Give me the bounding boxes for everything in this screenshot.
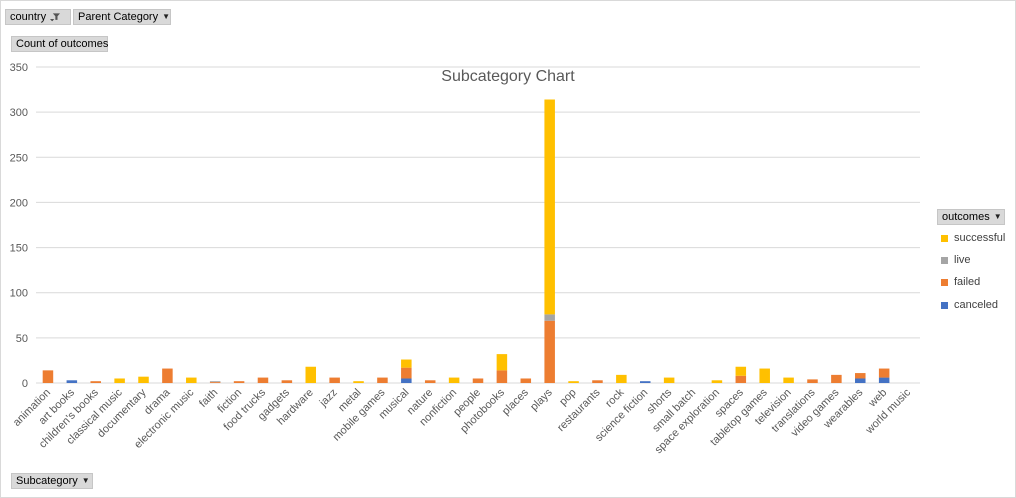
bar-failed: [424, 380, 436, 383]
bar-failed: [377, 377, 388, 383]
legend-item-successful: successful: [941, 232, 1005, 244]
values-field-button[interactable]: Count of outcomes: [11, 36, 108, 52]
bar-successful: [353, 381, 364, 383]
country-filter-label: country: [10, 11, 47, 23]
bar-failed: [735, 375, 747, 383]
bar-failed: [401, 367, 412, 379]
bar-successful: [138, 376, 149, 383]
chart-title: Subcategory Chart: [441, 68, 575, 85]
y-tick-label: 50: [16, 333, 28, 345]
chevron-down-icon: ▼: [162, 12, 171, 21]
axis-field-label: Subcategory: [16, 475, 78, 487]
legend-outcomes-button[interactable]: outcomes ▼: [937, 209, 1005, 225]
bar-failed: [257, 377, 269, 383]
x-tick-label: plays: [528, 386, 555, 413]
bar-successful: [305, 366, 317, 383]
bar-live: [209, 381, 221, 383]
bar-series: [42, 99, 890, 383]
bar-successful: [616, 374, 627, 383]
bar-successful: [783, 377, 794, 383]
legend-swatch: [941, 256, 948, 264]
chevron-down-icon: ▼: [81, 476, 90, 485]
legend-label: failed: [954, 276, 981, 288]
values-field-label: Count of outcomes: [16, 38, 109, 50]
legend-swatch: [941, 278, 948, 286]
bar-failed: [329, 377, 340, 383]
bar-live: [544, 314, 555, 321]
y-tick-label: 350: [10, 62, 28, 74]
bar-canceled: [401, 378, 412, 383]
bar-successful: [663, 377, 675, 383]
bar-failed: [807, 379, 818, 383]
bar-failed: [162, 368, 173, 383]
bar-failed: [831, 374, 842, 383]
bar-successful: [401, 359, 412, 368]
bar-successful: [114, 378, 125, 383]
axis-field-button[interactable]: Subcategory ▼: [11, 473, 93, 489]
legend-item-failed: failed: [941, 276, 980, 288]
bar-failed: [855, 373, 866, 379]
bar-canceled: [66, 380, 78, 383]
bar-failed: [878, 368, 890, 378]
bar-failed: [544, 320, 555, 383]
bar-failed: [496, 370, 508, 383]
legend-label: canceled: [954, 299, 999, 311]
legend-label: successful: [954, 232, 1006, 244]
x-tick-label: places: [500, 386, 531, 417]
bar-successful: [186, 377, 197, 383]
x-tick-label: world music: [863, 386, 914, 437]
bar-failed: [592, 380, 603, 383]
country-filter-button[interactable]: country: [5, 9, 71, 25]
legend-item-canceled: canceled: [941, 299, 998, 311]
bar-canceled: [855, 378, 866, 383]
y-tick-label: 100: [10, 288, 28, 300]
bar-successful: [448, 377, 460, 383]
bar-failed: [42, 370, 54, 383]
y-tick-label: 300: [10, 107, 28, 119]
bar-successful: [711, 380, 723, 383]
bar-canceled: [639, 381, 651, 383]
bar-failed: [520, 378, 532, 383]
bar-successful: [759, 368, 770, 383]
bar-successful: [735, 366, 747, 376]
y-tick-label: 150: [10, 243, 28, 255]
legend-item-live: live: [941, 254, 971, 266]
y-tick-label: 200: [10, 197, 28, 209]
y-tick-label: 0: [22, 378, 28, 390]
y-tick-label: 250: [10, 152, 28, 164]
parent-category-filter-button[interactable]: Parent Category ▼: [73, 9, 171, 25]
chevron-down-icon: ▼: [993, 212, 1002, 221]
bar-failed: [233, 381, 245, 383]
bar-successful: [496, 354, 508, 371]
bar-failed: [472, 378, 484, 383]
bar-successful: [568, 381, 579, 383]
legend-swatch: [941, 234, 948, 242]
bar-canceled: [878, 377, 890, 383]
bar-failed: [209, 382, 221, 383]
bar-successful: [544, 99, 555, 315]
gridlines: [36, 66, 920, 384]
legend-swatch: [941, 301, 948, 309]
legend-label: live: [954, 254, 971, 266]
legend-title: outcomes: [942, 211, 990, 223]
bar-failed: [281, 380, 293, 383]
parent-category-filter-label: Parent Category: [78, 11, 159, 23]
y-axis-ticks: 0 50 100 150 200 250 300 350: [10, 62, 28, 390]
filter-funnel-icon: [50, 13, 61, 22]
bar-failed: [90, 381, 101, 383]
